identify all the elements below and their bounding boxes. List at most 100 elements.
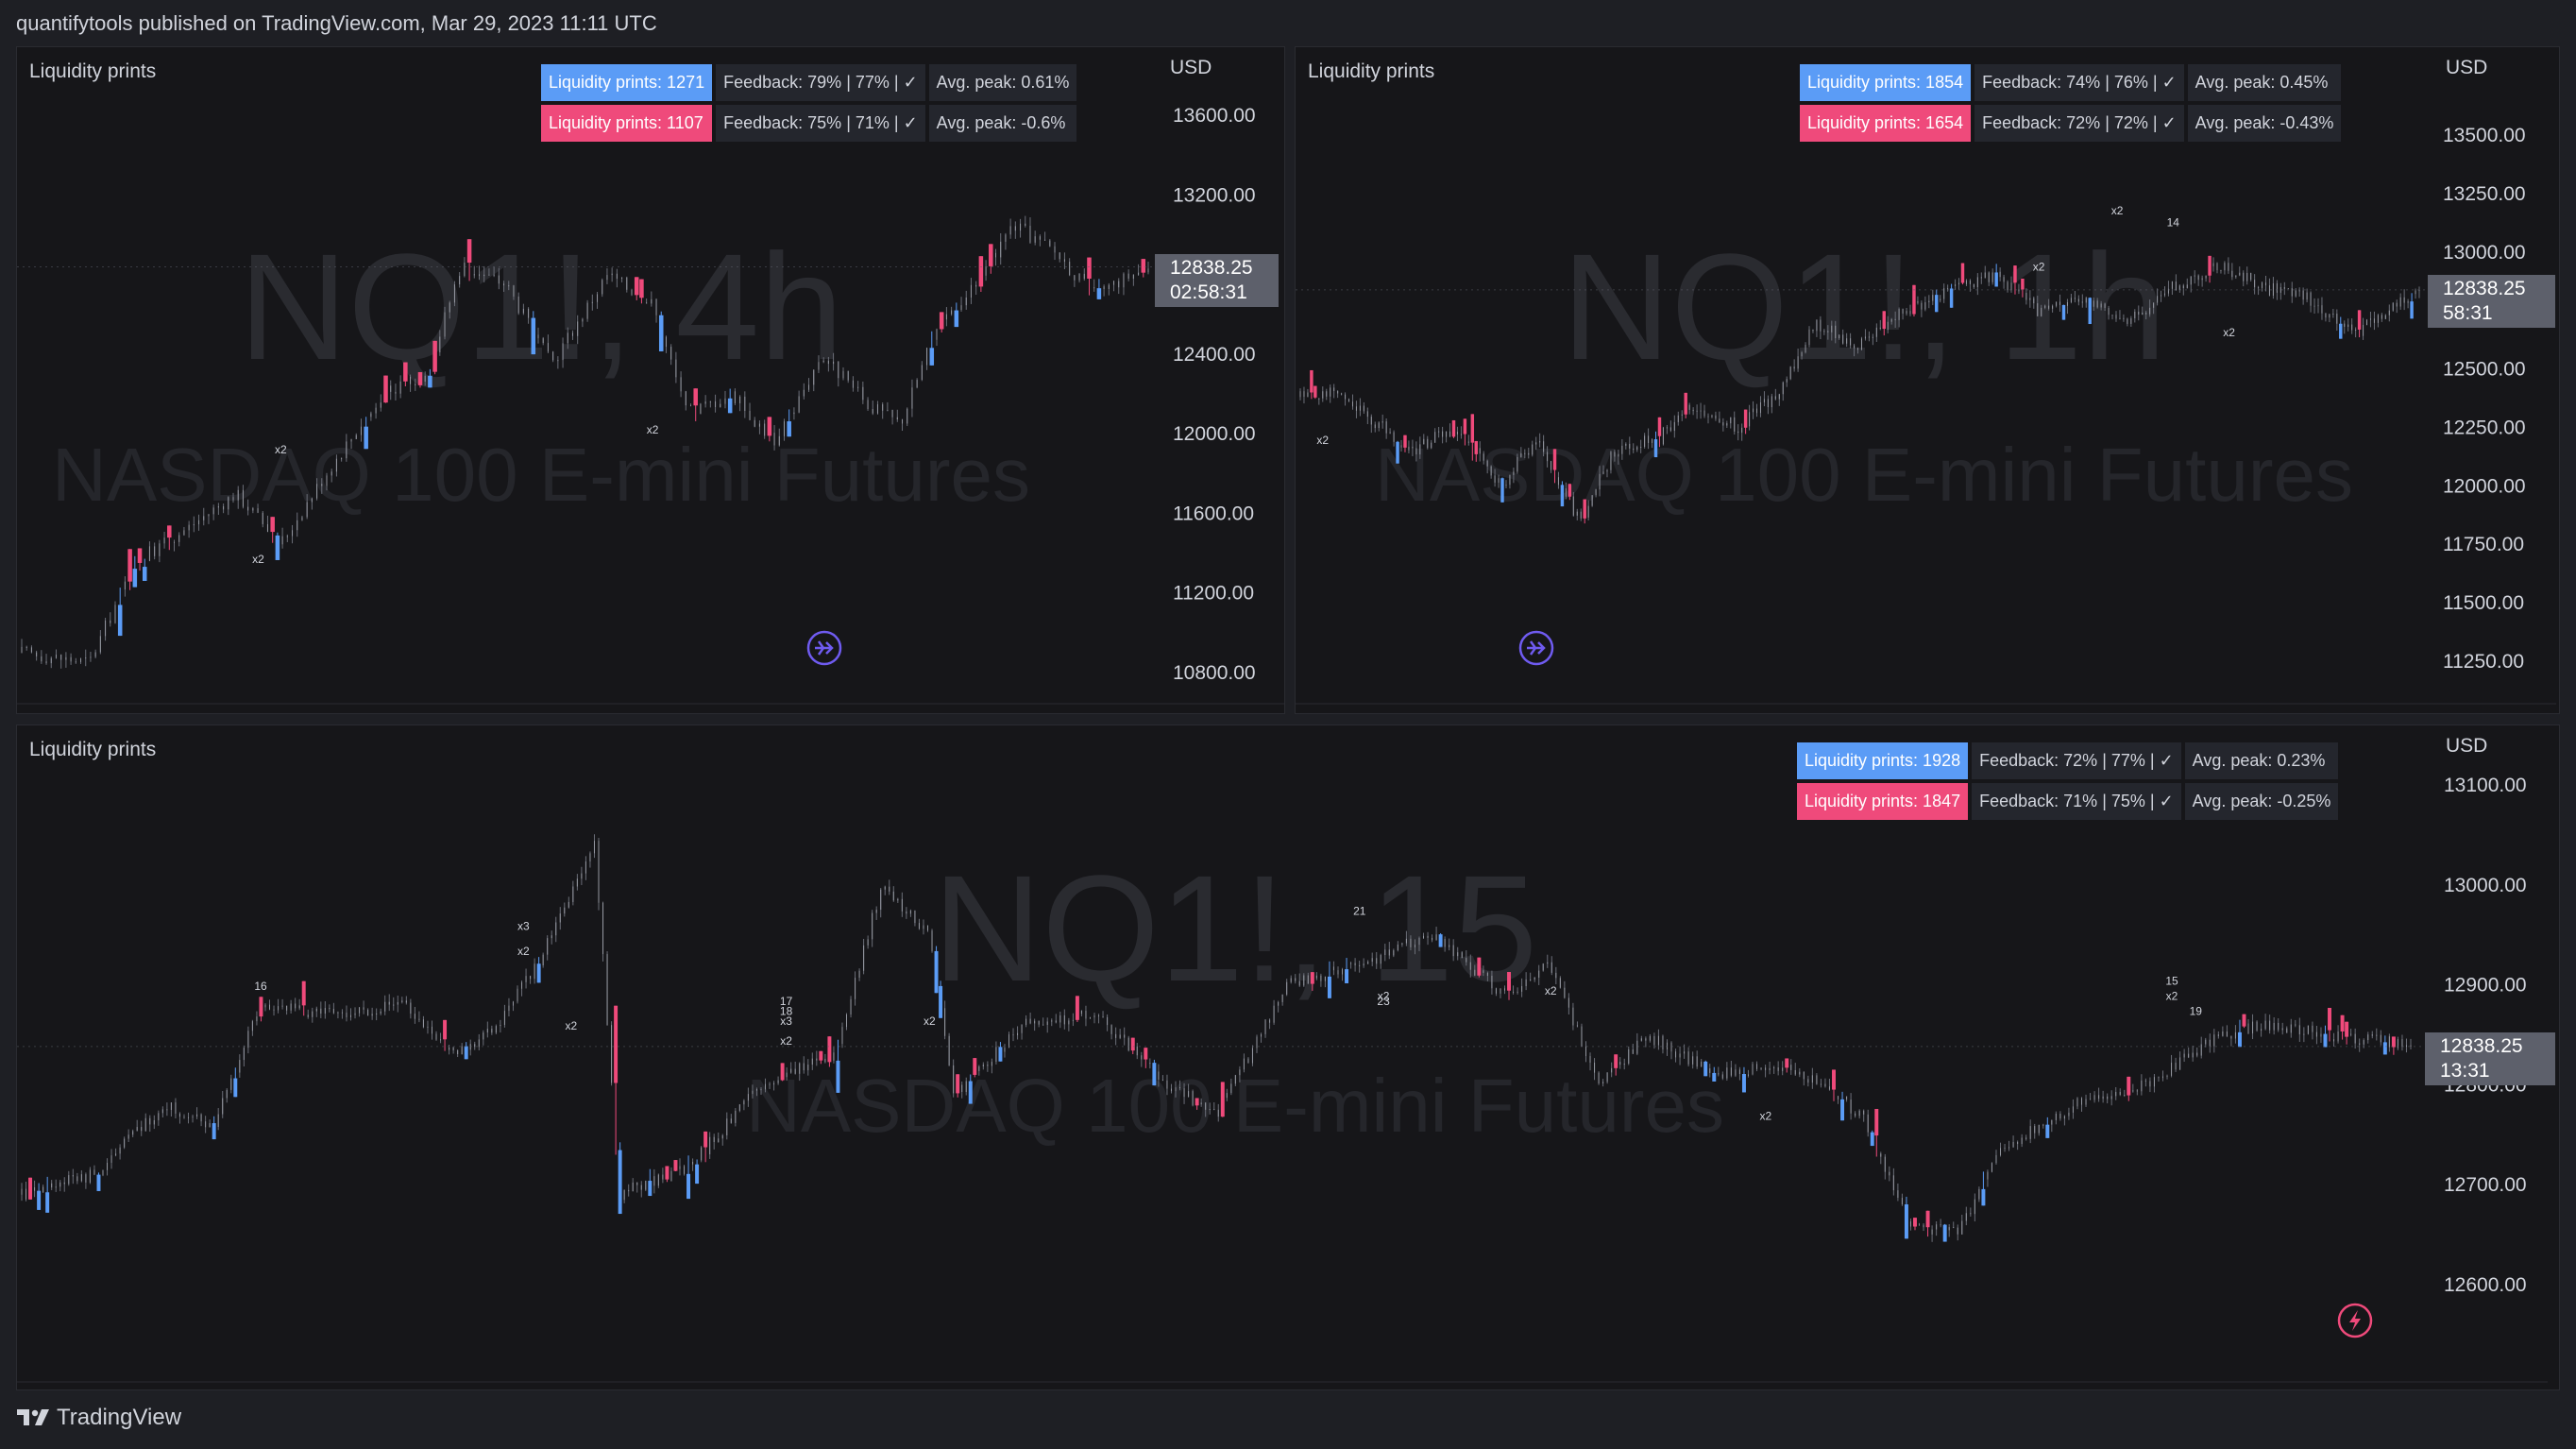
candle-body (132, 1131, 134, 1135)
candle-body (970, 284, 972, 298)
candle-body (1324, 976, 1326, 981)
candle-body (2371, 1034, 2373, 1036)
candle-body (170, 1102, 172, 1111)
candle-body (1974, 1199, 1975, 1215)
candle-body (1538, 970, 1540, 978)
bar-countdown: 58:31 (2443, 302, 2493, 324)
indicator-name[interactable]: Liquidity prints (29, 739, 157, 760)
arrow-jump-icon[interactable] (1518, 630, 1554, 666)
candle-body (2059, 1113, 2061, 1119)
candle-body (2222, 1031, 2224, 1036)
print-count-label: 14 (2167, 216, 2180, 230)
indicator-name[interactable]: Liquidity prints (1308, 60, 1435, 82)
candle-body (606, 954, 608, 1026)
candle-body (2276, 282, 2278, 293)
chart-1h-canvas[interactable]: NQ1!, 1h NASDAQ 100 E-mini Futures 13500.0… (1296, 47, 2560, 714)
candle-body (70, 656, 72, 662)
candle-body (2018, 289, 2020, 292)
candle-body (2115, 1092, 2117, 1097)
candle-body (2268, 285, 2270, 296)
y-tick-label: 10800.00 (1173, 662, 1256, 684)
candle-body (2070, 298, 2072, 302)
candle-body (137, 548, 143, 563)
bear-peak-cell: Avg. peak: -0.6% (928, 105, 1077, 142)
candle-body (1568, 997, 1569, 1008)
candle-body (1483, 453, 1484, 461)
tradingview-logo[interactable]: TradingView (17, 1405, 181, 1431)
candle-body (1884, 1156, 1886, 1172)
candle-body (42, 1186, 44, 1193)
candle-body (2190, 276, 2192, 285)
print-count-label: 19 (2190, 1004, 2203, 1017)
candle-body (2048, 305, 2050, 309)
indicator-name[interactable]: Liquidity prints (29, 60, 157, 82)
candle-body (657, 1174, 659, 1186)
candle-body (212, 507, 214, 515)
candle-body (1559, 978, 1561, 988)
candle-body (306, 502, 308, 518)
lightning-icon[interactable] (2337, 1303, 2373, 1338)
chart-panel-15m[interactable]: NQ1!, 15 NASDAQ 100 E-mini Futures 13100.0… (16, 724, 2560, 1390)
candle-body (2212, 263, 2214, 266)
candle-body (316, 484, 318, 499)
candle-body (2115, 315, 2117, 319)
candle-body (847, 370, 849, 381)
candle-body (833, 1052, 835, 1061)
candle-body (45, 661, 47, 664)
candle-body (1901, 1198, 1903, 1205)
candle-body (1083, 273, 1085, 280)
candle-body (2107, 1096, 2109, 1100)
candle-body (2149, 307, 2151, 315)
candle-body (1568, 484, 1572, 497)
candle-body (1721, 1074, 1723, 1079)
candle-body (208, 514, 210, 517)
candle-body (1118, 281, 1120, 288)
candle-body (680, 377, 682, 392)
candle-body (786, 1072, 788, 1078)
candle-body (2418, 290, 2420, 292)
candle-body (428, 375, 432, 388)
candle-body (1405, 938, 1407, 944)
candle-body (758, 423, 760, 427)
candle-body (658, 315, 664, 351)
candle-body (929, 348, 935, 366)
candle-body (876, 404, 878, 414)
candle-body (2384, 315, 2386, 319)
candle-body (709, 1136, 711, 1155)
candle-body (1756, 1064, 1758, 1069)
candle-body (945, 314, 947, 320)
candle-body (320, 1008, 322, 1014)
candle-body (1507, 972, 1512, 991)
candle-body (89, 1169, 91, 1183)
candle-body (1505, 485, 1507, 486)
candle-body (1348, 399, 1350, 402)
print-count-label: 15 (2165, 975, 2178, 988)
candle-body (2283, 287, 2285, 289)
candle-body (813, 369, 815, 385)
candle-body (1909, 1221, 1911, 1227)
candle-body (1919, 1224, 1921, 1226)
candle-body (743, 1100, 745, 1105)
candle-body (2264, 1020, 2266, 1030)
chart-4h-canvas[interactable]: NQ1!, 4h NASDAQ 100 E-mini Futures 13600.0… (17, 47, 1285, 714)
candle-body (953, 1065, 955, 1094)
chart-panel-4h[interactable]: NQ1!, 4h NASDAQ 100 E-mini Futures 13600.0… (16, 46, 1285, 714)
candle-body (1021, 1025, 1023, 1033)
candle-body (1808, 329, 1810, 346)
candle-body (909, 910, 911, 914)
candle-body (301, 980, 306, 1006)
candle-body (517, 296, 519, 314)
candle-body (2041, 307, 2042, 316)
candle-body (1438, 431, 1440, 433)
chart-panel-1h[interactable]: NQ1!, 1h NASDAQ 100 E-mini Futures 13500.0… (1295, 46, 2560, 714)
candle-body (1882, 311, 1886, 330)
candle-body (2239, 272, 2241, 276)
candle-body (1599, 473, 1601, 490)
candle-body (521, 981, 523, 989)
arrow-jump-icon[interactable] (806, 630, 842, 666)
candle-body (621, 277, 623, 280)
candle-body (50, 657, 52, 664)
candle-body (2250, 272, 2252, 281)
candle-body (1824, 1083, 1826, 1087)
